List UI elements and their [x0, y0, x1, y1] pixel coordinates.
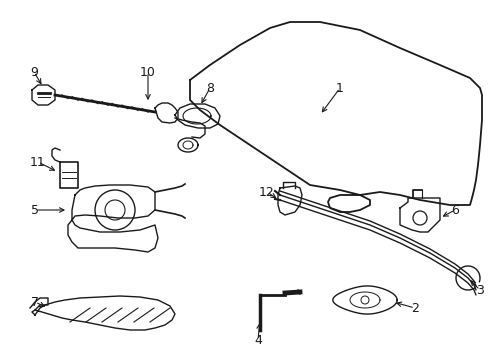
Text: 3: 3	[475, 284, 483, 297]
Text: 11: 11	[30, 156, 46, 168]
Text: 1: 1	[335, 81, 343, 94]
Text: 2: 2	[410, 302, 418, 315]
Text: 7: 7	[31, 296, 39, 309]
Text: 6: 6	[450, 203, 458, 216]
Text: 9: 9	[30, 66, 38, 78]
Text: 5: 5	[31, 203, 39, 216]
Text: 4: 4	[254, 333, 262, 346]
Text: 8: 8	[205, 81, 214, 94]
Text: 10: 10	[140, 66, 156, 78]
Text: 12: 12	[259, 185, 274, 198]
